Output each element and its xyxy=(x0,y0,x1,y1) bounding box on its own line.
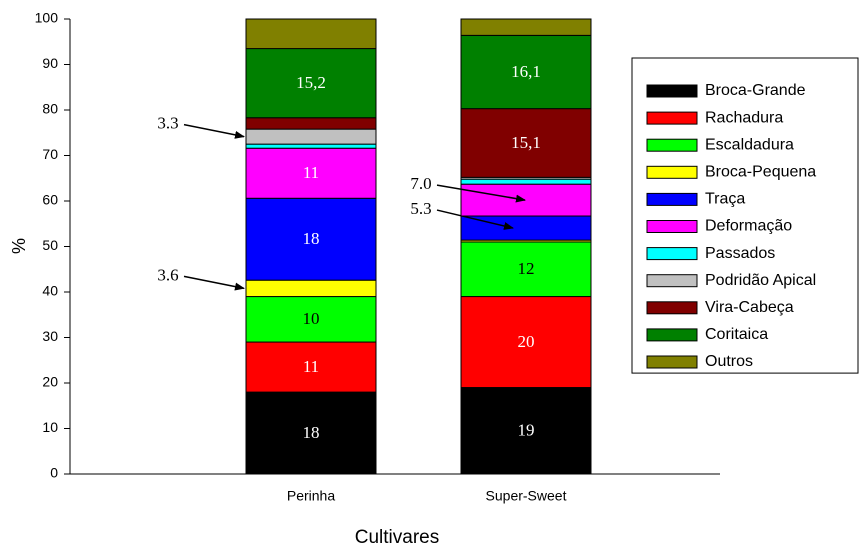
bar-segment xyxy=(460,387,592,475)
bar-segment xyxy=(245,48,377,119)
legend-swatch xyxy=(646,192,698,206)
bar-segment xyxy=(245,197,377,281)
legend-swatch xyxy=(646,274,698,288)
y-tick-label: 100 xyxy=(35,10,59,26)
bar-segment xyxy=(245,117,377,130)
y-tick-label: 40 xyxy=(42,283,58,299)
value-label: 16,1 xyxy=(511,62,541,81)
bar-segment xyxy=(245,143,377,149)
bar-segment xyxy=(245,128,377,145)
value-label: 11 xyxy=(303,163,319,182)
bar-segment xyxy=(460,34,592,110)
bar-segment xyxy=(460,178,592,185)
legend-label: Rachadura xyxy=(705,109,783,126)
y-tick-label: 10 xyxy=(42,419,58,435)
legend-label: Outros xyxy=(705,353,753,370)
y-tick-label: 0 xyxy=(50,465,58,481)
value-label: 20 xyxy=(518,332,535,351)
legend-label: Deformação xyxy=(705,218,792,235)
value-label: 19 xyxy=(518,421,535,440)
bar-segment xyxy=(245,18,377,50)
y-axis-label: % xyxy=(9,238,29,254)
x-tick-label: Super-Sweet xyxy=(486,488,567,504)
bar-segment xyxy=(460,241,592,298)
annotation: 5.3 xyxy=(410,199,431,218)
bar-segment xyxy=(460,296,592,389)
annotation: 3.6 xyxy=(157,265,178,284)
bar-segment xyxy=(245,341,377,393)
value-label: 10 xyxy=(303,309,320,328)
y-tick-label: 80 xyxy=(42,101,58,117)
legend-swatch xyxy=(646,165,698,179)
legend-label: Podridão Apical xyxy=(705,272,816,289)
bar-segment xyxy=(460,183,592,217)
bar-segment xyxy=(460,108,592,178)
bar-segment xyxy=(245,147,377,199)
legend-label: Coritaica xyxy=(705,326,768,343)
value-label: 15,2 xyxy=(296,73,326,92)
legend-label: Broca-Grande xyxy=(705,82,806,99)
bar-segment xyxy=(245,296,377,343)
value-label: 11 xyxy=(303,357,319,376)
legend-swatch xyxy=(646,328,698,342)
y-tick-label: 90 xyxy=(42,55,58,71)
value-label: 12 xyxy=(518,259,535,278)
legend-box xyxy=(631,57,859,374)
bar-segment xyxy=(245,391,377,475)
legend-label: Passados xyxy=(705,245,775,262)
y-tick-label: 30 xyxy=(42,328,58,344)
annotation: 3.3 xyxy=(157,114,178,133)
y-tick-label: 70 xyxy=(42,146,58,162)
value-label: 18 xyxy=(303,229,320,248)
legend-label: Escaldadura xyxy=(705,136,794,153)
y-tick-label: 20 xyxy=(42,374,58,390)
bar-segment xyxy=(245,279,377,298)
legend-swatch xyxy=(646,247,698,261)
legend-swatch xyxy=(646,301,698,315)
y-tick-label: 60 xyxy=(42,192,58,208)
value-label: 18 xyxy=(303,423,320,442)
annotation-arrow xyxy=(436,209,514,230)
annotation-arrow xyxy=(183,123,245,139)
legend-swatch xyxy=(646,111,698,125)
x-axis-label: Cultivares xyxy=(355,527,439,548)
value-label: 15,1 xyxy=(511,133,541,152)
legend-swatch xyxy=(646,355,698,369)
legend-swatch xyxy=(646,220,698,233)
legend-swatch xyxy=(646,84,698,98)
legend-label: Traça xyxy=(705,191,745,208)
annotation-arrow xyxy=(436,184,526,203)
legend-swatch xyxy=(646,138,698,152)
legend-label: Broca-Pequena xyxy=(705,164,816,181)
annotation-arrow xyxy=(183,275,245,291)
legend-label: Vira-Cabeça xyxy=(705,299,794,316)
bar-segment xyxy=(460,18,592,36)
x-tick-label: Perinha xyxy=(287,488,335,504)
y-tick-label: 50 xyxy=(42,237,58,253)
annotation: 7.0 xyxy=(410,174,431,193)
